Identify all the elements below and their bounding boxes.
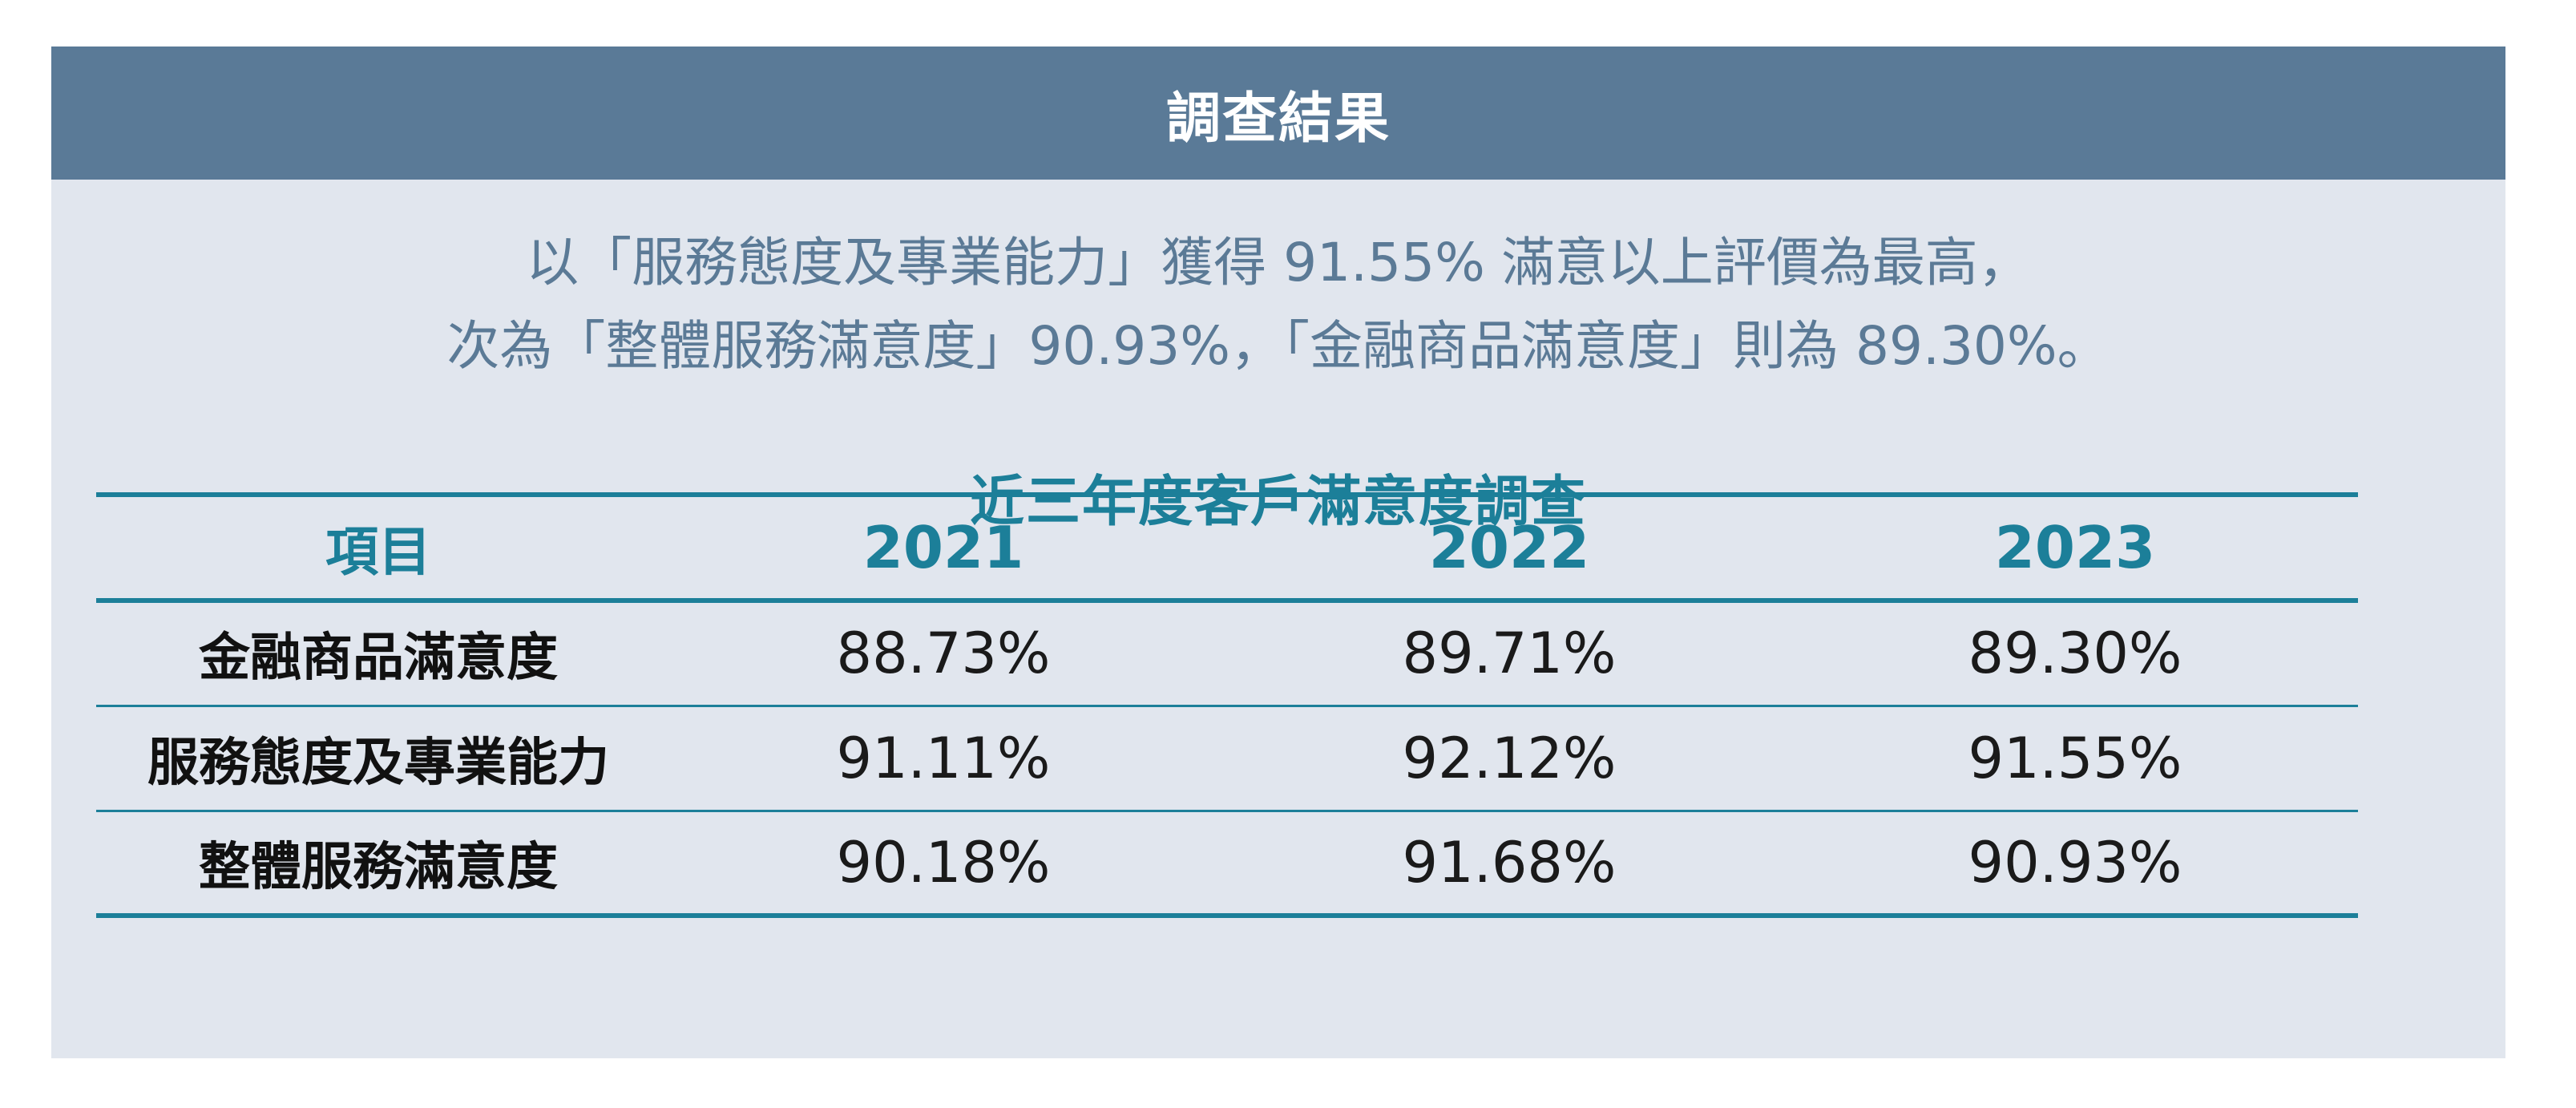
table-cell: 91.68% xyxy=(1402,829,1617,896)
table-cell: 91.11% xyxy=(836,725,1051,791)
table-cell: 92.12% xyxy=(1402,725,1617,791)
summary-line-1: 以「服務態度及專業能力」獲得 91.55% 滿意以上評價為最高， xyxy=(526,232,2031,293)
table-title: 近三年度客戶滿意度調查 xyxy=(969,471,1587,534)
table-cell: 91.55% xyxy=(1968,725,2182,791)
satisfaction-table: 項目 2021 2022 2023 金融商品滿意度 88.73% 89.71% … xyxy=(96,492,2358,918)
table-cell: 88.73% xyxy=(836,621,1051,687)
table-cell: 89.71% xyxy=(1402,621,1617,687)
table-row: 服務態度及專業能力 91.11% 92.12% 91.55% xyxy=(96,706,2358,811)
column-header-2021: 2021 xyxy=(862,514,1024,581)
table-row: 整體服務滿意度 90.18% 91.68% 90.93% xyxy=(96,811,2358,916)
table-row: 金融商品滿意度 88.73% 89.71% 89.30% xyxy=(96,601,2358,706)
column-header-2022: 2022 xyxy=(1428,514,1590,581)
summary-text: 以「服務態度及專業能力」獲得 91.55% 滿意以上評價為最高， 次為「整體服務… xyxy=(51,221,2505,388)
summary-line-2: 次為「整體服務滿意度」90.93%，「金融商品滿意度」則為 89.30%。 xyxy=(446,315,2110,377)
header-title: 調查結果 xyxy=(1165,87,1391,151)
table-cell: 89.30% xyxy=(1968,621,2182,687)
column-header-2023: 2023 xyxy=(1994,514,2156,581)
table-cell: 90.93% xyxy=(1968,829,2182,896)
column-header-item: 項目 xyxy=(325,521,431,583)
row-label: 服務態度及專業能力 xyxy=(147,733,609,793)
row-label: 整體服務滿意度 xyxy=(199,837,558,897)
table-cell: 90.18% xyxy=(836,829,1051,896)
table-header-row: 項目 2021 2022 2023 xyxy=(96,495,2358,601)
row-label: 金融商品滿意度 xyxy=(199,629,558,689)
results-panel: 調查結果 以「服務態度及專業能力」獲得 91.55% 滿意以上評價為最高， 次為… xyxy=(51,47,2505,1058)
header-bar: 調查結果 xyxy=(51,47,2505,180)
